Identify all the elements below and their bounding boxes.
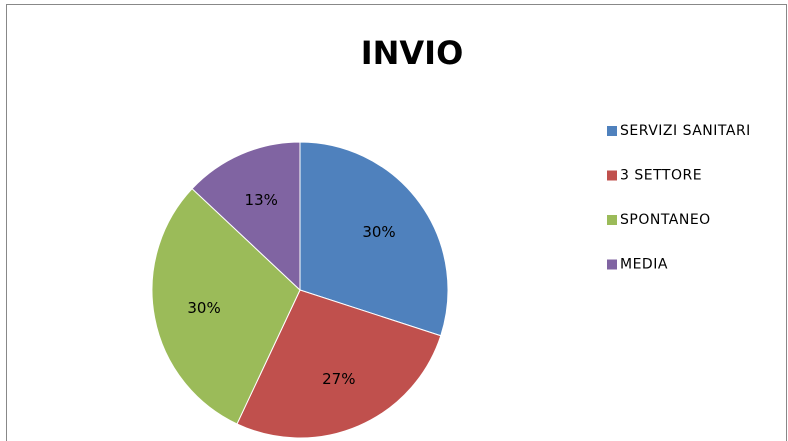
pie-slice [151, 187, 301, 425]
pie-slice [299, 141, 449, 337]
pie-slice [191, 141, 301, 292]
legend-swatch [607, 170, 617, 181]
legend-swatch [607, 259, 617, 270]
data-label: 13% [245, 191, 278, 209]
legend-label: SERVIZI SANITARI [620, 123, 751, 139]
legend-label: SPONTANEO [620, 212, 711, 228]
legend-label: MEDIA [620, 257, 668, 273]
legend-swatch [607, 215, 617, 225]
legend-label: 3 SETTORE [620, 168, 702, 184]
chart-title: INVIO [361, 34, 464, 72]
data-label: 30% [362, 223, 395, 241]
pie-slice [236, 289, 442, 439]
legend-swatch [607, 126, 617, 136]
data-label: 30% [187, 299, 220, 317]
data-label: 27% [322, 370, 355, 388]
